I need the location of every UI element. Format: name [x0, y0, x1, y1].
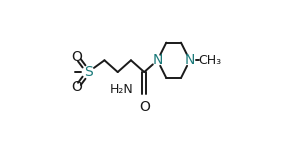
Text: O: O: [139, 100, 150, 114]
Text: O: O: [71, 80, 82, 94]
Text: O: O: [71, 50, 82, 64]
Text: N: N: [185, 53, 195, 67]
Text: S: S: [84, 65, 93, 79]
Text: H₂N: H₂N: [110, 83, 133, 96]
Text: CH₃: CH₃: [199, 54, 222, 67]
Text: N: N: [152, 53, 163, 67]
